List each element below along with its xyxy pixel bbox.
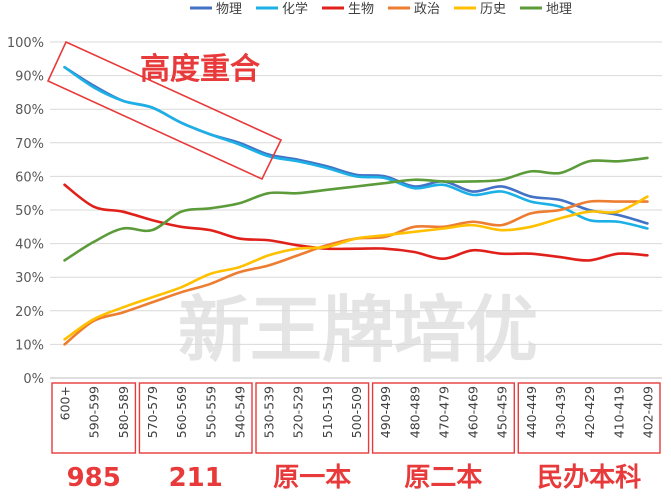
x-category-label: 420-429 (582, 386, 597, 438)
x-category-label: 560-569 (174, 386, 189, 438)
legend: 物理 化学 生物 政治 历史 地理 (190, 1, 572, 17)
y-tick-label: 10% (15, 338, 44, 353)
legend-label: 历史 (480, 2, 506, 17)
group-box (51, 382, 137, 454)
watermark-text: 新王牌培优 (178, 288, 538, 372)
y-tick-label: 60% (15, 170, 44, 185)
series-lines (63, 65, 649, 346)
group-label: 211 (169, 463, 223, 493)
category-groups: 985 211 原一本 原二本 民办本科 (51, 382, 661, 493)
y-tick-label: 20% (15, 305, 44, 320)
x-category-label: 570-579 (145, 386, 160, 438)
x-category-label: 430-439 (553, 386, 568, 438)
group-label: 原一本 (273, 463, 351, 493)
x-category-label: 410-419 (611, 386, 626, 438)
group-label: 原二本 (404, 463, 482, 493)
legend-label: 生物 (348, 2, 374, 17)
x-category-label: 550-559 (203, 386, 218, 438)
y-tick-label: 90% (15, 70, 44, 85)
group-box (138, 382, 253, 454)
group-box (517, 382, 661, 454)
group-label: 民办本科 (537, 463, 641, 493)
annotation-box (46, 40, 283, 181)
x-category-label: 520-529 (291, 386, 306, 438)
legend-label: 化学 (282, 1, 308, 17)
series-line-1 (63, 65, 649, 225)
x-category-label: 540-549 (232, 386, 247, 438)
y-tick-label: 30% (15, 271, 44, 286)
x-category-label: 450-459 (495, 386, 510, 438)
y-tick-label: 40% (15, 238, 44, 253)
x-category-label: 590-599 (87, 386, 102, 438)
x-category-label: 600+ (58, 386, 73, 420)
y-axis-ticks: 0% 10% 20% 30% 40% 50% 60% 70% 80% 90% 100% (7, 36, 44, 387)
gridlines (50, 41, 662, 379)
annotation-text: 高度重合 (140, 52, 260, 87)
y-tick-label: 100% (7, 36, 44, 51)
x-category-label: 530-539 (262, 386, 277, 438)
x-category-label: 510-519 (320, 386, 335, 438)
x-category-label: 440-449 (524, 386, 539, 438)
series-line-3 (63, 183, 649, 262)
x-category-label: 460-469 (466, 386, 481, 438)
y-tick-label: 80% (15, 103, 44, 118)
series-line-2 (63, 65, 649, 230)
series-line-6 (63, 156, 649, 262)
x-axis-categories: 600+ 590-599 580-589 570-579 560-569 550-559 5… (58, 386, 656, 438)
x-category-label: 480-489 (407, 386, 422, 438)
y-tick-label: 0% (23, 372, 44, 387)
legend-label: 政治 (414, 2, 440, 17)
group-label: 985 (67, 463, 121, 493)
legend-label: 物理 (216, 2, 242, 17)
y-tick-label: 50% (15, 204, 44, 219)
x-category-label: 470-479 (436, 386, 451, 438)
series-line-5 (63, 195, 649, 341)
group-box (255, 382, 370, 454)
x-category-label: 490-499 (378, 386, 393, 438)
legend-label: 地理 (546, 2, 572, 17)
group-box (371, 382, 515, 454)
y-tick-label: 70% (15, 137, 44, 152)
overlap-annotation: 高度重合 (46, 40, 283, 181)
x-category-label: 402-409 (640, 386, 655, 438)
x-category-label: 500-509 (349, 386, 364, 438)
x-category-label: 580-589 (116, 386, 131, 438)
